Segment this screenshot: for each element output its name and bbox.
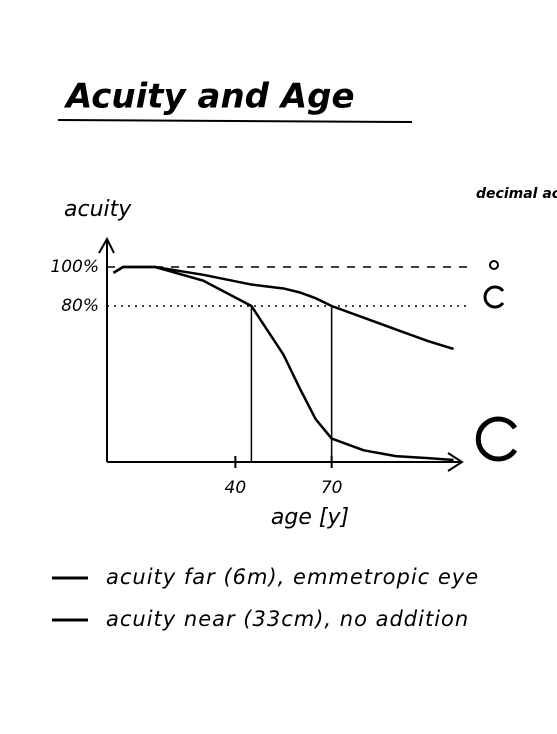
x-axis-arrow	[447, 452, 464, 472]
x-axis-label: age [y]	[271, 505, 349, 530]
series-line	[112, 265, 454, 351]
y-axis-label: acuity	[64, 197, 132, 222]
legend-label: acuity near (33cm), no addition	[106, 607, 469, 631]
y-tick-label: 80%	[61, 296, 99, 316]
y-axis-arrow	[98, 236, 115, 254]
series-line	[112, 265, 454, 462]
side-label: decimal acuity	[476, 186, 557, 202]
chart-title: Acuity and Age	[63, 77, 355, 117]
y-tick-label: 100%	[50, 257, 99, 277]
title-underline	[57, 119, 413, 123]
x-tick-label: 70	[321, 478, 343, 498]
x-tick-label: 40	[225, 478, 247, 498]
landolt-c	[475, 416, 518, 462]
legend-label: acuity far (6m), emmetropic eye	[106, 565, 479, 589]
landolt-c	[483, 285, 505, 309]
landolt-c	[489, 260, 499, 270]
